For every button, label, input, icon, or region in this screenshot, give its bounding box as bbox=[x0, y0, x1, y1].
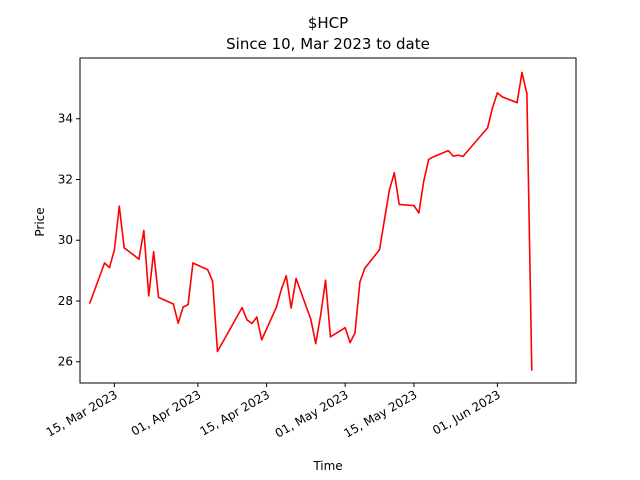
price-point bbox=[501, 96, 504, 98]
x-tick-label: 01, May 2023 bbox=[273, 387, 351, 440]
price-point bbox=[89, 302, 91, 304]
plot-frame bbox=[79, 57, 577, 384]
price-point bbox=[457, 154, 459, 156]
price-point bbox=[138, 258, 140, 260]
y-axis: 26 28 30 32 34 bbox=[58, 112, 80, 369]
price-point bbox=[319, 314, 322, 317]
price-point bbox=[211, 280, 214, 283]
y-tick-label: 30 bbox=[58, 233, 73, 247]
price-point bbox=[113, 249, 116, 251]
x-tick-label: 01, Apr 2023 bbox=[129, 387, 204, 438]
price-point bbox=[398, 203, 401, 206]
price-point bbox=[413, 204, 415, 207]
price-point bbox=[192, 262, 194, 264]
price-point bbox=[349, 341, 351, 344]
price-point bbox=[486, 127, 489, 129]
price-point bbox=[354, 332, 356, 334]
price-point bbox=[143, 229, 145, 232]
price-point bbox=[285, 274, 288, 277]
price-point bbox=[314, 342, 317, 345]
price-point bbox=[206, 268, 209, 271]
price-point bbox=[452, 155, 455, 157]
price-point bbox=[280, 288, 283, 291]
chart-subtitle: Since 10, Mar 2023 to date bbox=[226, 35, 430, 53]
y-tick-label: 34 bbox=[58, 112, 73, 126]
price-point bbox=[526, 92, 528, 95]
y-axis-label: Price bbox=[33, 207, 47, 236]
y-tick-label: 26 bbox=[58, 355, 73, 369]
price-point bbox=[255, 316, 258, 318]
price-point bbox=[521, 71, 523, 74]
price-point bbox=[108, 266, 111, 269]
price-point bbox=[329, 336, 332, 338]
price-point bbox=[118, 205, 121, 208]
price-point bbox=[496, 92, 499, 94]
price-point bbox=[364, 267, 366, 269]
price-point bbox=[388, 189, 391, 191]
price-point bbox=[310, 318, 312, 321]
price-point bbox=[432, 155, 435, 158]
price-point bbox=[491, 107, 494, 109]
price-point bbox=[177, 322, 180, 324]
x-tick-label: 15, May 2023 bbox=[341, 387, 419, 440]
price-point bbox=[251, 322, 253, 325]
price-point bbox=[324, 279, 327, 282]
chart-title: $HCP bbox=[308, 14, 348, 32]
price-point bbox=[359, 281, 361, 283]
price-point bbox=[462, 155, 464, 158]
price-point bbox=[275, 306, 278, 308]
price-point bbox=[246, 319, 248, 321]
price-point bbox=[172, 303, 175, 305]
x-axis-label: Time bbox=[312, 459, 342, 473]
price-point bbox=[147, 295, 150, 297]
price-point bbox=[187, 303, 189, 306]
price-point bbox=[383, 218, 386, 221]
price-point bbox=[221, 341, 224, 344]
price-point bbox=[427, 158, 430, 161]
price-point bbox=[157, 296, 160, 299]
price-point bbox=[152, 250, 155, 253]
price-point bbox=[516, 101, 518, 104]
price-point bbox=[295, 277, 297, 280]
price-line bbox=[89, 71, 533, 370]
price-point bbox=[418, 212, 420, 214]
x-tick-label: 15, Apr 2023 bbox=[198, 387, 273, 438]
price-point bbox=[241, 306, 243, 309]
series-layer bbox=[89, 71, 533, 371]
price-point bbox=[393, 172, 396, 174]
price-point bbox=[290, 307, 292, 309]
price-point bbox=[378, 248, 381, 251]
price-point bbox=[422, 180, 425, 182]
price-point bbox=[260, 339, 263, 341]
price-point bbox=[182, 306, 184, 308]
price-point bbox=[123, 247, 125, 249]
x-tick-label: 01, Jun 2023 bbox=[430, 387, 503, 437]
price-point bbox=[447, 149, 450, 152]
price-point bbox=[531, 369, 533, 371]
y-tick-label: 32 bbox=[58, 172, 73, 186]
price-point bbox=[103, 262, 106, 264]
x-tick-label: 15, Mar 2023 bbox=[44, 387, 120, 439]
price-point bbox=[344, 326, 346, 329]
y-tick-label: 28 bbox=[58, 294, 73, 308]
price-point bbox=[216, 350, 219, 353]
price-point bbox=[467, 149, 469, 152]
